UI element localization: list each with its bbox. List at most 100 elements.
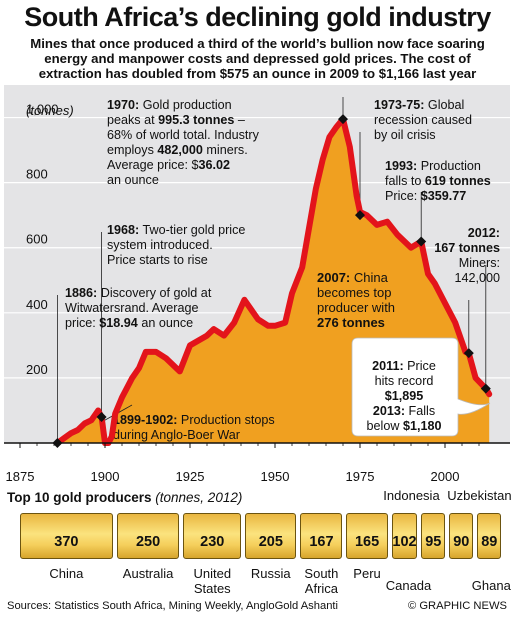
annotation-7: 2007: China becomes top producer with 276 t… bbox=[317, 270, 395, 330]
annotation-line: 167 tonnes bbox=[434, 241, 500, 255]
annotation-line: falls to 619 tonnes bbox=[385, 174, 491, 188]
annotation-segment: Two-tier gold price bbox=[139, 223, 245, 237]
y-tick-label: 600 bbox=[26, 232, 48, 247]
annotation-segment: 619 tonnes bbox=[425, 174, 491, 188]
annotation-line: $1,895 bbox=[385, 389, 424, 403]
x-tick-label: 2000 bbox=[431, 469, 460, 484]
subtitle-line-3: extraction has doubled from $575 an ounc… bbox=[38, 66, 477, 81]
annotation-segment: 167 tonnes bbox=[434, 241, 500, 255]
annotation-line: Average price: $36.02 bbox=[107, 158, 230, 172]
annotation-segment: Production stops bbox=[177, 413, 274, 427]
annotation-segment: Price: bbox=[385, 189, 421, 203]
annotation-line: 1993: Production bbox=[385, 159, 481, 173]
annotation-2: 1968: Two-tier gold price system introduc… bbox=[107, 223, 245, 267]
sources-text: Sources: Statistics South Africa, Mining… bbox=[7, 600, 339, 612]
x-tick-label: 1875 bbox=[6, 469, 35, 484]
producer-label: Canada bbox=[385, 578, 432, 593]
event-marker bbox=[355, 210, 365, 221]
annotation-segment: Global bbox=[424, 98, 464, 112]
annotation-segment: $1,180 bbox=[403, 419, 442, 433]
x-tick-label: 1925 bbox=[176, 469, 205, 484]
producer-label: Uzbekistan bbox=[447, 488, 512, 503]
producer-bar bbox=[421, 513, 446, 559]
annotation-segment: an ounce bbox=[138, 316, 193, 330]
annotation-line: 2012: bbox=[468, 226, 500, 240]
annotation-line: by oil crisis bbox=[374, 128, 436, 142]
producer-label: United States bbox=[193, 566, 232, 596]
annotation-line: 142,000 bbox=[454, 271, 500, 285]
annotation-line: during Anglo-Boer War bbox=[113, 428, 240, 442]
y-tick-label: 1,000 bbox=[26, 102, 59, 117]
annotation-line: below $1,180 bbox=[367, 419, 442, 433]
producer-value: 102 bbox=[392, 534, 417, 550]
annotation-line: price: $18.94 an ounce bbox=[65, 316, 193, 330]
annotation-segment: Discovery of gold at bbox=[97, 286, 212, 300]
annotation-3: 1886: Discovery of gold at Witwatersrand.… bbox=[65, 286, 212, 330]
annotation-segment: 276 tonnes bbox=[317, 315, 385, 330]
annotation-line: Witwatersrand. Average bbox=[65, 301, 198, 315]
producer-label: Australia bbox=[122, 566, 174, 581]
annotation-line: an ounce bbox=[107, 173, 159, 187]
annotation-line: Miners: bbox=[459, 256, 500, 270]
annotation-6: 1993: Production falls to 619 tonnes Price… bbox=[385, 159, 491, 203]
annotation-segment: Average price: $ bbox=[107, 158, 198, 172]
annotation-1: 1970: Gold production peaks at 995.3 tonn… bbox=[107, 98, 260, 187]
annotation-segment: 2012: bbox=[468, 226, 500, 240]
y-axis-label: (tonnes) bbox=[26, 103, 74, 118]
gold-production-chart: 1970: Gold production peaks at 995.3 tonn… bbox=[4, 85, 510, 484]
annotation-segment: 1970: bbox=[107, 98, 139, 112]
x-tick-label: 1900 bbox=[91, 469, 120, 484]
annotation-line: 276 tonnes bbox=[317, 315, 385, 330]
annotation-segment: 1973-75: bbox=[374, 98, 424, 112]
producers-title-text: Top 10 gold producers bbox=[7, 490, 152, 505]
producers-bar-chart: 370 China 250 Australia 230 United States 205 Ru… bbox=[0, 488, 515, 606]
producer-value: 165 bbox=[354, 534, 380, 550]
producer-label: South Africa bbox=[304, 566, 339, 596]
annotation-segment: $359.77 bbox=[421, 189, 467, 203]
annotation-segment: peaks at bbox=[107, 113, 158, 127]
annotation-segment: below bbox=[367, 419, 403, 433]
producer-label: Russia bbox=[250, 566, 291, 581]
annotation-line: employs 482,000 miners. bbox=[107, 143, 248, 157]
producer-value: 205 bbox=[258, 534, 283, 550]
annotation-line: becomes top bbox=[317, 285, 391, 300]
producer-bar bbox=[20, 513, 113, 559]
annotation-segment: 2007: bbox=[317, 270, 350, 285]
annotation-segment: price: bbox=[65, 316, 99, 330]
producer-bar bbox=[346, 513, 388, 559]
producer-bar bbox=[449, 513, 474, 559]
producer-bar bbox=[300, 513, 343, 559]
credit-text: © GRAPHIC NEWS bbox=[408, 600, 507, 612]
annotation-segment: $18.94 bbox=[99, 316, 138, 330]
annotation-line: recession caused bbox=[374, 113, 472, 127]
y-tick-label: 400 bbox=[26, 297, 48, 312]
annotation-segment: 1899-1902: bbox=[113, 413, 177, 427]
annotation-segment: Price bbox=[404, 359, 436, 373]
producer-label: Peru bbox=[353, 566, 381, 581]
annotation-line: peaks at 995.3 tonnes – bbox=[107, 113, 245, 127]
annotation-line: 2013: Falls bbox=[373, 404, 435, 418]
annotation-line: 1899-1902: Production stops bbox=[113, 413, 275, 427]
price-callout-bubble bbox=[351, 337, 491, 437]
event-marker bbox=[480, 383, 491, 394]
y-tick-label: 800 bbox=[26, 167, 48, 182]
annotation-line: 1970: Gold production bbox=[107, 98, 232, 112]
annotation-segment: $1,895 bbox=[385, 389, 424, 403]
event-marker bbox=[416, 236, 427, 247]
producer-label: China bbox=[49, 566, 84, 581]
producer-value: 370 bbox=[54, 534, 79, 550]
event-marker bbox=[463, 348, 474, 359]
annotation-line: 1886: Discovery of gold at bbox=[65, 286, 212, 300]
producer-label: Ghana bbox=[471, 578, 511, 593]
annotation-segment: 995.3 tonnes bbox=[158, 113, 238, 127]
x-tick-label: 1975 bbox=[346, 469, 375, 484]
annotation-segment: China bbox=[350, 270, 388, 285]
annotation-segment: 2013: bbox=[373, 404, 405, 418]
annotation-line: 2011: Price bbox=[372, 359, 436, 373]
x-tick-label: 1950 bbox=[261, 469, 290, 484]
producer-bar bbox=[245, 513, 297, 559]
annotation-line: system introduced. bbox=[107, 238, 213, 252]
annotation-segment: Falls bbox=[405, 404, 435, 418]
annotation-9: 2011: Price hits record $1,895 2013: Falls b… bbox=[367, 359, 442, 433]
annotation-segment: 1993: bbox=[385, 159, 417, 173]
